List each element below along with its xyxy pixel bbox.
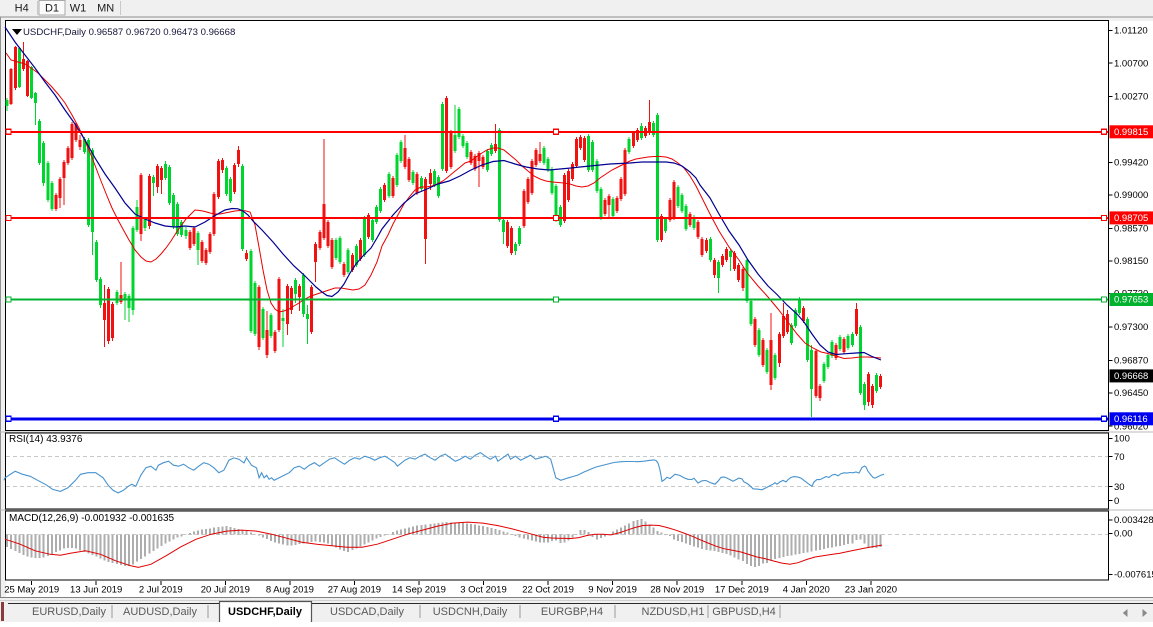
svg-text:0.00: 0.00 [1114,529,1133,540]
svg-text:0.97653: 0.97653 [1114,295,1148,306]
svg-text:9 Nov 2019: 9 Nov 2019 [588,585,637,596]
svg-text:23 Jan 2020: 23 Jan 2020 [845,585,897,596]
svg-text:2 Jul 2019: 2 Jul 2019 [139,585,183,596]
svg-text:H4: H4 [15,3,29,15]
svg-text:0.99420: 0.99420 [1114,158,1148,169]
svg-text:0.98570: 0.98570 [1114,224,1148,235]
svg-text:GBPUSD,H4: GBPUSD,H4 [712,606,776,618]
svg-text:EURGBP,H4: EURGBP,H4 [541,606,603,618]
svg-text:1.01120: 1.01120 [1114,26,1148,37]
svg-text:-0.007615: -0.007615 [1114,570,1153,581]
svg-text:RSI(14) 43.9376: RSI(14) 43.9376 [9,434,83,445]
svg-text:1.00270: 1.00270 [1114,92,1148,103]
svg-text:0: 0 [1114,496,1119,507]
svg-text:USDCHF,Daily: USDCHF,Daily [228,606,303,618]
svg-text:27 Aug 2019: 27 Aug 2019 [328,585,381,596]
svg-text:0.97300: 0.97300 [1114,322,1148,333]
svg-text:USDCNH,Daily: USDCNH,Daily [433,606,508,618]
svg-text:USDCAD,Daily: USDCAD,Daily [330,606,404,618]
svg-text:MACD(12,26,9) -0.001932 -0.001: MACD(12,26,9) -0.001932 -0.001635 [9,513,175,524]
svg-text:0.99815: 0.99815 [1114,127,1148,138]
svg-text:0.96668: 0.96668 [1114,371,1148,382]
svg-text:0.98705: 0.98705 [1114,213,1148,224]
svg-text:100: 100 [1114,434,1130,445]
svg-text:EURUSD,Daily: EURUSD,Daily [32,606,106,618]
svg-text:13 Jun 2019: 13 Jun 2019 [70,585,122,596]
svg-text:4 Jan 2020: 4 Jan 2020 [783,585,830,596]
svg-text:0.99000: 0.99000 [1114,190,1148,201]
svg-text:NZDUSD,H1: NZDUSD,H1 [642,606,705,618]
svg-text:1.00700: 1.00700 [1114,58,1148,69]
svg-text:0.96870: 0.96870 [1114,356,1148,367]
svg-text:30: 30 [1114,482,1125,493]
svg-text:AUDUSD,Daily: AUDUSD,Daily [123,606,197,618]
svg-text:17 Dec 2019: 17 Dec 2019 [715,585,769,596]
svg-text:0.96450: 0.96450 [1114,388,1148,399]
svg-text:20 Jul 2019: 20 Jul 2019 [201,585,250,596]
svg-text:22 Oct 2019: 22 Oct 2019 [522,585,574,596]
svg-text:8 Aug 2019: 8 Aug 2019 [266,585,314,596]
svg-text:25 May 2019: 25 May 2019 [4,585,59,596]
svg-text:W1: W1 [70,3,87,15]
svg-text:0.003428: 0.003428 [1114,515,1153,526]
svg-text:MN: MN [97,3,114,15]
svg-text:28 Nov 2019: 28 Nov 2019 [650,585,704,596]
svg-text:70: 70 [1114,452,1125,463]
svg-text:0.96116: 0.96116 [1114,414,1148,425]
svg-text:14 Sep 2019: 14 Sep 2019 [392,585,446,596]
svg-text:USDCHF,Daily 0.96587 0.96720: USDCHF,Daily 0.96587 0.96720 0.96473 0.9… [23,27,235,38]
svg-text:D1: D1 [45,3,59,15]
svg-text:0.98150: 0.98150 [1114,256,1148,267]
svg-text:3 Oct 2019: 3 Oct 2019 [460,585,506,596]
